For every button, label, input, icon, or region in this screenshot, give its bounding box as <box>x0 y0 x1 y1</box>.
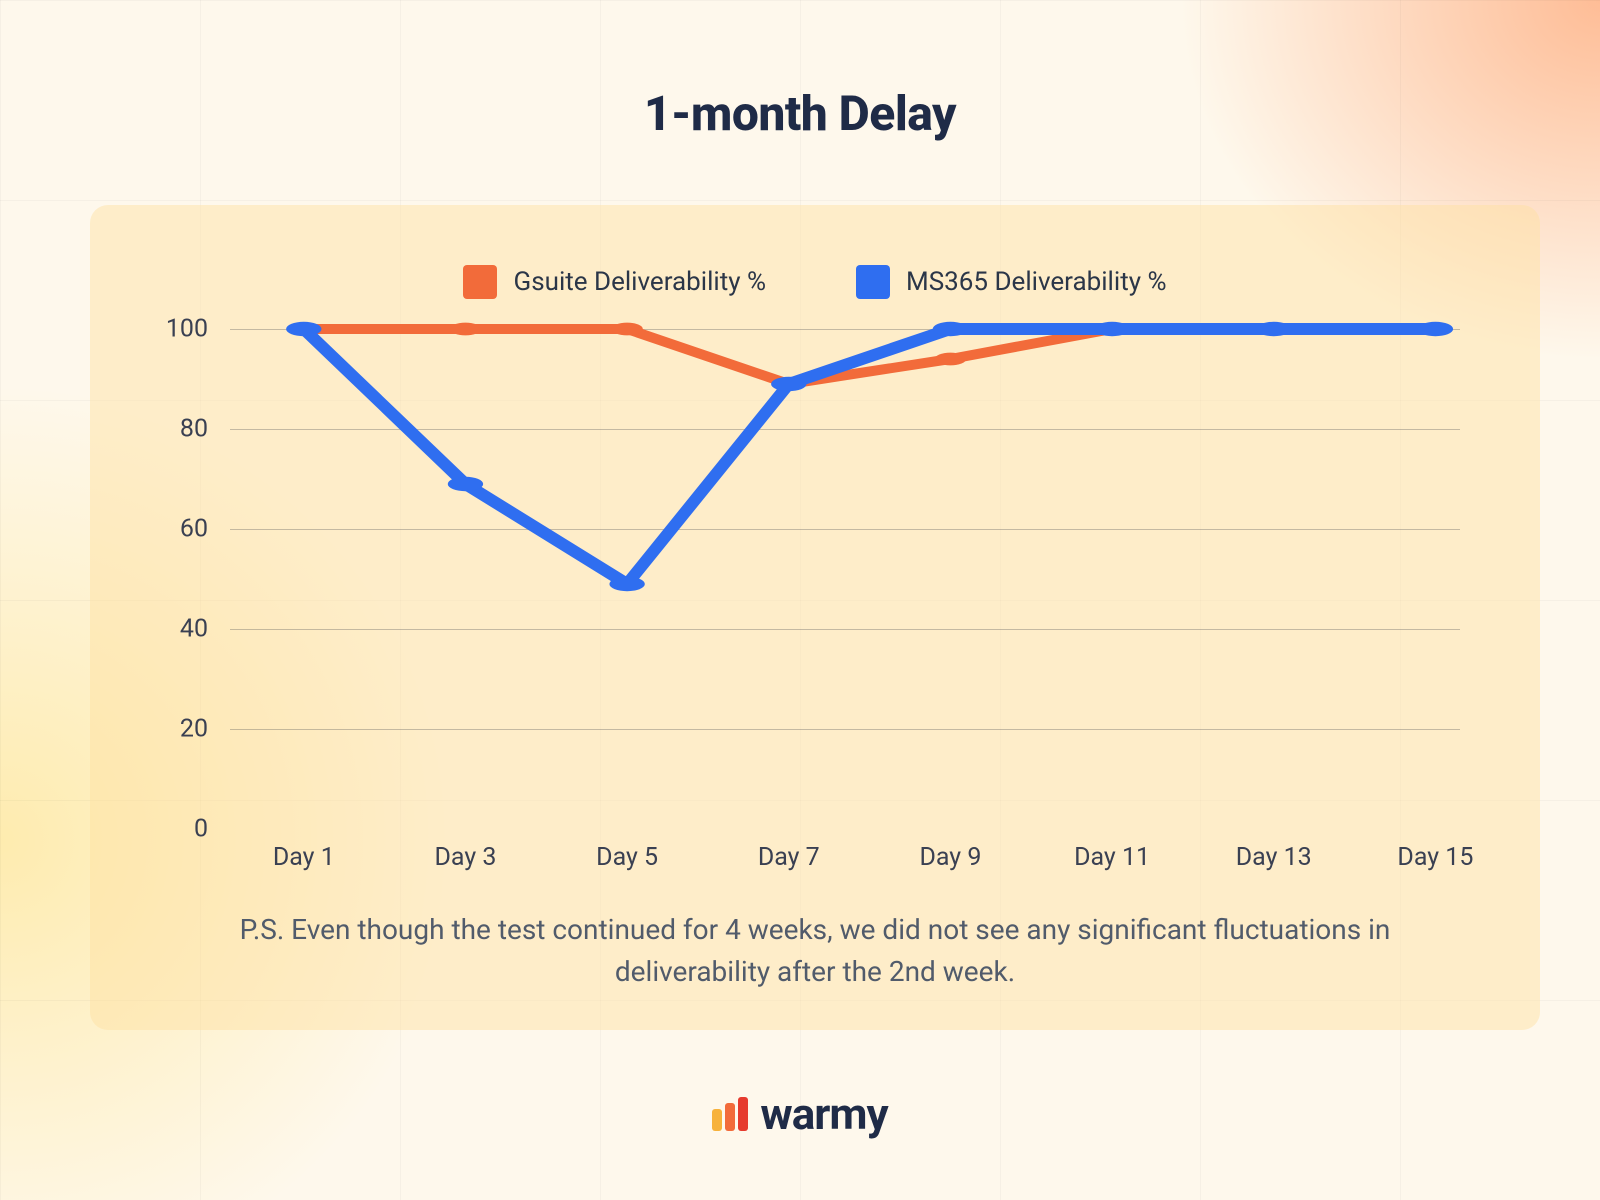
y-axis: 020406080100 <box>140 329 220 829</box>
x-tick-label: Day 9 <box>919 843 981 872</box>
series-marker <box>935 353 966 366</box>
brand-bar <box>738 1097 748 1131</box>
series-marker <box>1094 322 1129 336</box>
series-marker <box>448 477 483 491</box>
brand-bar <box>725 1103 735 1131</box>
brand-name: warmy <box>760 1088 887 1140</box>
x-tick-label: Day 1 <box>273 843 335 872</box>
chart-legend: Gsuite Deliverability % MS365 Deliverabi… <box>140 265 1490 299</box>
legend-item-gsuite: Gsuite Deliverability % <box>463 265 766 299</box>
y-tick-label: 0 <box>194 815 208 844</box>
legend-swatch <box>463 265 497 299</box>
chart-card: Gsuite Deliverability % MS365 Deliverabi… <box>90 205 1540 1030</box>
x-tick-label: Day 5 <box>596 843 658 872</box>
page-title: 1-month Delay <box>0 85 1600 142</box>
series-marker <box>771 377 806 391</box>
warmy-icon <box>712 1097 748 1131</box>
series-marker <box>1418 322 1453 336</box>
brand-bar <box>712 1109 722 1131</box>
legend-swatch <box>856 265 890 299</box>
chart-svg <box>230 329 1460 829</box>
y-tick-label: 80 <box>180 415 208 444</box>
x-tick-label: Day 7 <box>758 843 820 872</box>
series-marker <box>933 322 968 336</box>
x-tick-label: Day 15 <box>1397 843 1473 872</box>
legend-item-ms365: MS365 Deliverability % <box>856 265 1166 299</box>
y-tick-label: 40 <box>180 615 208 644</box>
series-marker <box>1256 322 1291 336</box>
x-tick-label: Day 13 <box>1236 843 1312 872</box>
series-marker <box>611 323 642 336</box>
y-tick-label: 60 <box>180 515 208 544</box>
chart-plot-area: 020406080100 Day 1Day 3Day 5Day 7Day 9Da… <box>230 329 1460 829</box>
chart-footnote: P.S. Even though the test continued for … <box>140 909 1490 993</box>
y-tick-label: 100 <box>166 315 208 344</box>
legend-label: MS365 Deliverability % <box>906 267 1166 297</box>
x-axis: Day 1Day 3Day 5Day 7Day 9Day 11Day 13Day… <box>230 829 1460 879</box>
x-tick-label: Day 3 <box>435 843 497 872</box>
series-marker <box>609 577 644 591</box>
series-marker <box>286 322 321 336</box>
series-marker <box>450 323 481 336</box>
legend-label: Gsuite Deliverability % <box>513 267 766 297</box>
x-tick-label: Day 11 <box>1074 843 1150 872</box>
y-tick-label: 20 <box>180 715 208 744</box>
brand-logo: warmy <box>0 1088 1600 1140</box>
